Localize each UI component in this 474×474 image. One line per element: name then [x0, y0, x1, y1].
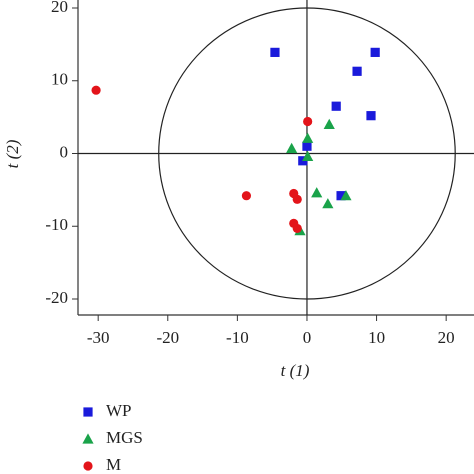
y-axis-label: t (2) [3, 139, 22, 168]
point [286, 142, 298, 154]
point [311, 187, 323, 198]
x-tick-label: -30 [87, 328, 110, 347]
y-tick-label: -20 [45, 288, 68, 307]
point [292, 194, 302, 204]
point [340, 190, 352, 201]
confidence-ellipse [158, 7, 456, 300]
point [370, 47, 380, 57]
point [241, 191, 252, 201]
legend-label: MGS [106, 428, 143, 447]
y-tick-label: 20 [51, 0, 68, 16]
point [270, 47, 280, 57]
x-tick-label: 10 [368, 328, 385, 347]
point [302, 141, 312, 151]
point [366, 111, 376, 121]
point [323, 118, 335, 129]
y-tick-label: 0 [60, 142, 69, 161]
legend-marker [83, 407, 93, 417]
x-axis-label: t (1) [281, 361, 310, 380]
point [292, 223, 302, 234]
x-tick-label: -10 [226, 328, 249, 347]
legend-label: WP [106, 401, 132, 420]
point [322, 198, 334, 209]
point [331, 101, 341, 111]
point [352, 66, 362, 76]
legend-label: M [106, 455, 121, 474]
y-tick-label: 10 [51, 70, 68, 89]
point [303, 116, 313, 127]
legend-marker [83, 461, 93, 471]
x-tick-label: 0 [303, 328, 312, 347]
legend-marker [82, 433, 94, 444]
x-tick-label: 20 [438, 328, 455, 347]
point [336, 191, 346, 201]
point [91, 85, 101, 95]
point [302, 150, 314, 162]
x-tick-label: -20 [156, 328, 179, 347]
point [302, 132, 314, 143]
y-tick-label: -10 [45, 215, 68, 234]
